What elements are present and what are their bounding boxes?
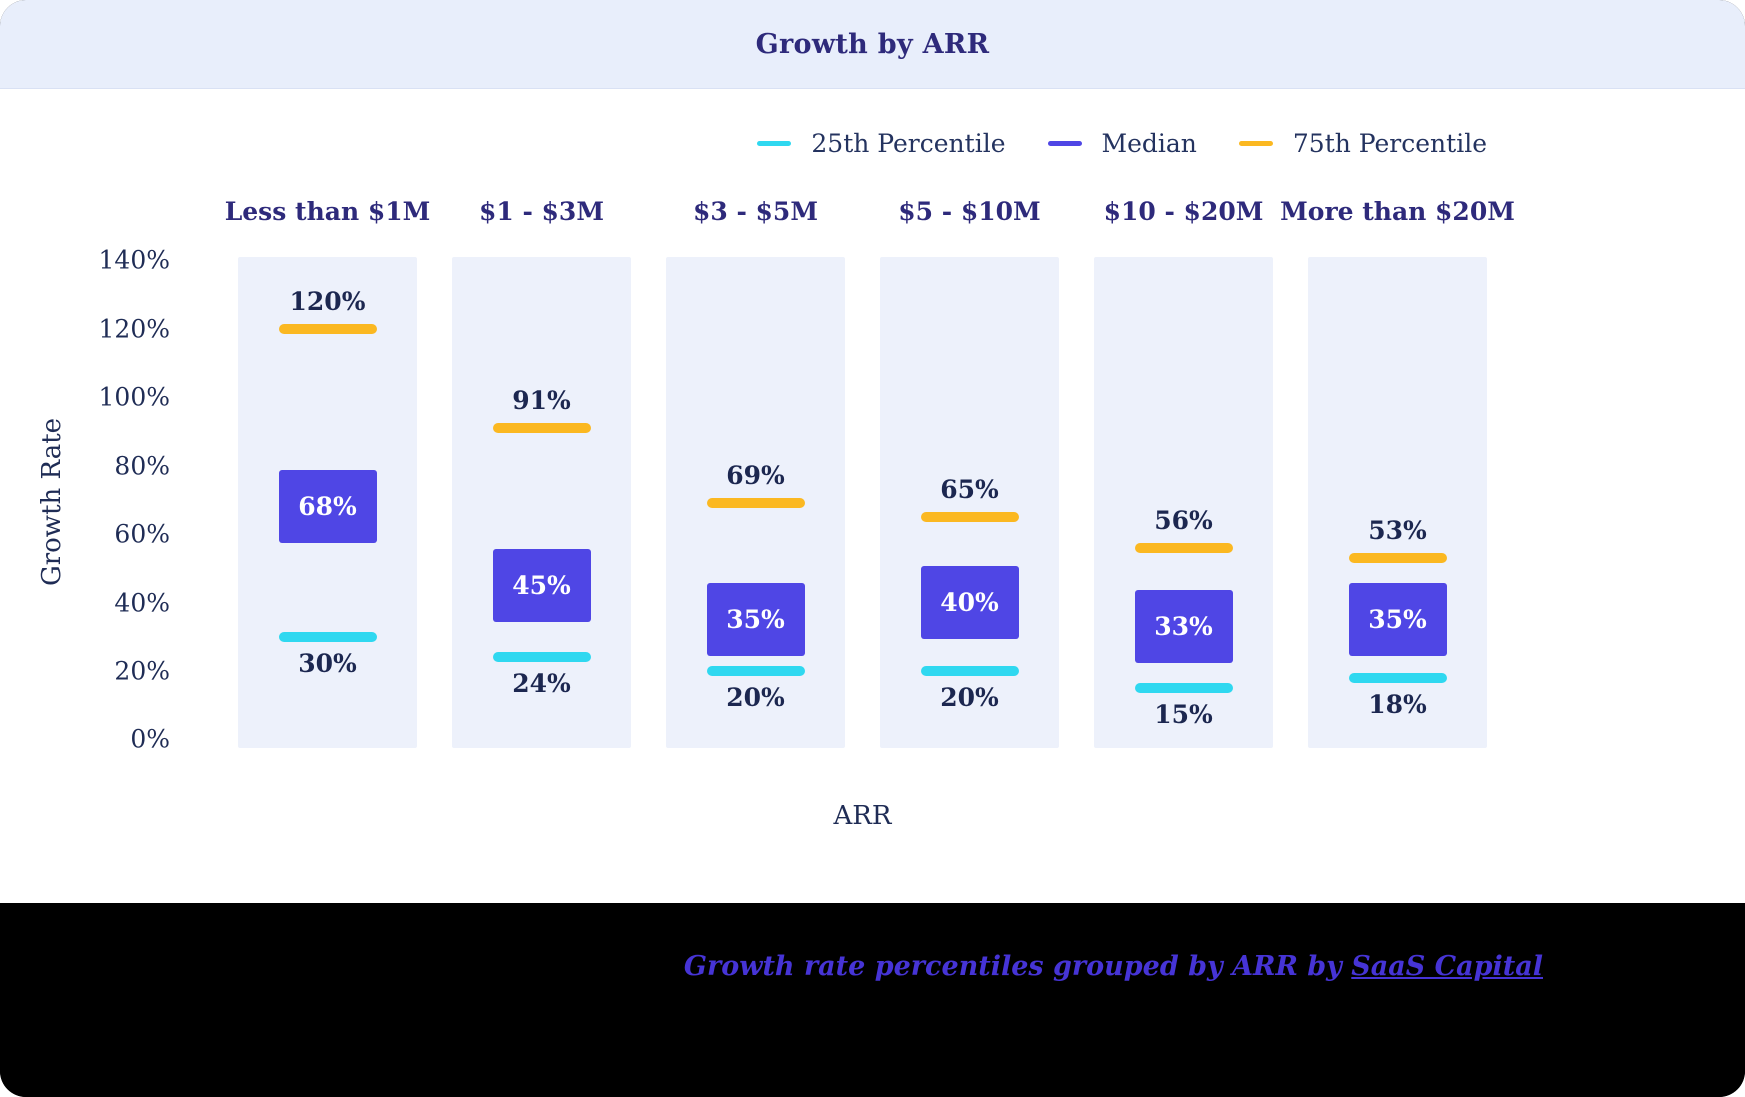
saas-capital-link[interactable]: SaaS Capital: [1351, 951, 1543, 982]
column-header: $1 - $3M: [478, 197, 605, 226]
p25-bar: [706, 665, 805, 676]
column-panel: 65% 40% 20%: [880, 257, 1059, 748]
p25-label: 15%: [1154, 700, 1213, 730]
footer-caption-text: Growth rate percentiles grouped by ARR b…: [683, 951, 1352, 982]
median-box: 33%: [1134, 589, 1233, 663]
legend-item: Median: [1047, 128, 1197, 158]
legend-label: 25th Percentile: [811, 128, 1006, 158]
median-box: 35%: [706, 583, 805, 657]
y-axis-ticks: 140% 120% 100% 80% 60% 40% 20% 0%: [0, 246, 170, 754]
footer: Growth rate percentiles grouped by ARR b…: [0, 903, 1745, 1097]
p25-label: 24%: [512, 669, 571, 699]
p25-label: 20%: [940, 682, 999, 712]
y-tick-label: 100%: [98, 382, 170, 412]
column-panel: 69% 35% 20%: [666, 257, 845, 748]
column-header: $3 - $5M: [692, 197, 819, 226]
legend-label: 75th Percentile: [1292, 128, 1487, 158]
p75-bar: [278, 323, 377, 334]
arr-column: $5 - $10M 65% 40% 20%: [880, 197, 1059, 748]
p25-label: 20%: [726, 682, 785, 712]
legend-item: 25th Percentile: [757, 128, 1006, 158]
arr-column: $3 - $5M 69% 35% 20%: [666, 197, 845, 748]
y-tick-label: 80%: [114, 451, 170, 481]
chart-area: 25th Percentile Median 75th Percentile Gro…: [0, 89, 1745, 903]
column-panel: 56% 33% 15%: [1094, 257, 1273, 748]
arr-column: $1 - $3M 91% 45% 24%: [452, 197, 631, 748]
p25-label: 30%: [298, 648, 357, 678]
median-box: 68%: [278, 470, 377, 544]
p75-bar: [706, 498, 805, 509]
legend-label: Median: [1101, 128, 1197, 158]
p75-label: 53%: [1368, 516, 1427, 546]
legend: 25th Percentile Median 75th Percentile: [757, 127, 1487, 159]
p75-label: 56%: [1154, 505, 1213, 535]
arr-column: Less than $1M 120% 68% 30%: [224, 197, 431, 748]
p75-label: 69%: [726, 461, 785, 491]
p25-label: 18%: [1368, 689, 1427, 719]
p75-bar: [492, 423, 591, 434]
median-box: 35%: [1348, 583, 1447, 657]
p75-label: 120%: [289, 286, 366, 316]
y-tick-label: 20%: [114, 656, 170, 686]
legend-marker-icon: [1238, 140, 1273, 146]
arr-column: $10 - $20M 56% 33% 15%: [1094, 197, 1273, 748]
p25-bar: [1134, 683, 1233, 694]
column-header: More than $20M: [1280, 197, 1515, 226]
chart-title: Growth by ARR: [755, 28, 990, 60]
y-tick-label: 140%: [98, 245, 170, 275]
p75-label: 65%: [940, 475, 999, 504]
column-header: $5 - $10M: [898, 197, 1041, 226]
p75-bar: [920, 512, 1019, 522]
column-header: Less than $1M: [224, 197, 431, 226]
legend-marker-icon: [757, 140, 792, 146]
column-panel: 53% 35% 18%: [1308, 257, 1487, 748]
y-tick-label: 60%: [114, 519, 170, 549]
median-box: 45%: [492, 548, 591, 622]
column-panel: 91% 45% 24%: [452, 257, 631, 748]
column-panel: 120% 68% 30%: [238, 257, 417, 748]
p75-bar: [1134, 542, 1233, 553]
p25-bar: [492, 652, 591, 663]
arr-column: More than $20M 53% 35% 18%: [1280, 197, 1515, 748]
legend-item: 75th Percentile: [1238, 128, 1487, 158]
plot-columns: Less than $1M 120% 68% 30% $1 - $3M 91% 45% 24%…: [224, 197, 1515, 748]
y-tick-label: 40%: [114, 588, 170, 618]
median-box: 40%: [920, 566, 1019, 640]
p25-bar: [278, 631, 377, 642]
x-axis-label: ARR: [833, 801, 892, 831]
footer-caption: Growth rate percentiles grouped by ARR b…: [684, 951, 1543, 982]
column-header: $10 - $20M: [1103, 197, 1264, 226]
legend-marker-icon: [1047, 140, 1082, 146]
p75-label: 91%: [512, 386, 571, 416]
chart-title-bar: Growth by ARR: [0, 0, 1745, 89]
y-tick-label: 120%: [98, 314, 170, 344]
p25-bar: [1348, 672, 1447, 683]
p75-bar: [1348, 553, 1447, 564]
p25-bar: [920, 665, 1019, 676]
y-tick-label: 0%: [130, 724, 170, 754]
